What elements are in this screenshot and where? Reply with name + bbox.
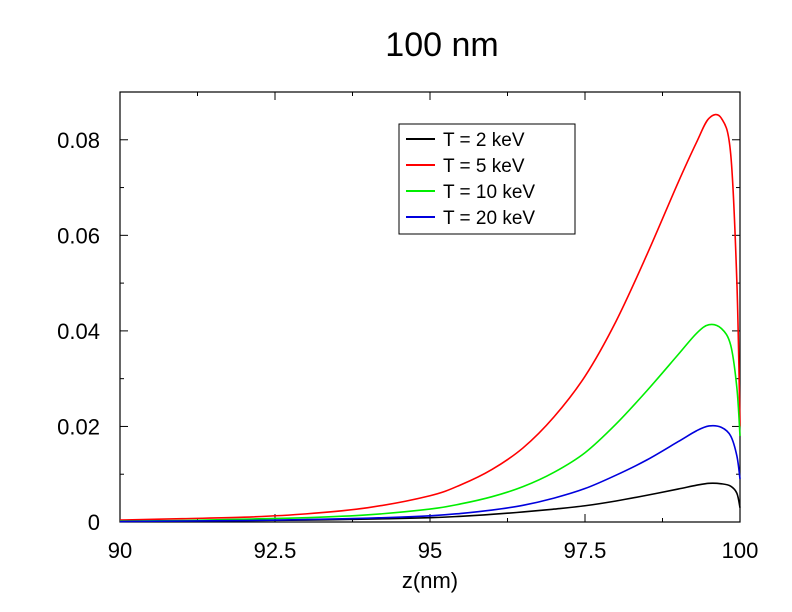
x-tick-label: 97.5 [564,538,607,563]
series-line-2 [119,113,741,521]
legend-label: T = 2 keV [443,130,525,151]
x-tick-label: 100 [722,538,759,563]
y-tick-label: 0.02 [57,414,100,439]
series-line-3 [119,323,741,522]
y-tick-label: 0.04 [57,319,100,344]
y-tick-label: 0.06 [57,223,100,248]
x-axis-label: z(nm) [402,568,458,593]
series-line-4 [119,424,741,523]
y-axis: 0 0.02 0.04 0.06 0.08 [57,128,740,535]
y-tick-label: 0 [88,510,100,535]
chart-title: 100 nm [385,26,498,64]
legend-label: T = 5 keV [443,156,525,177]
x-axis: 90 92.5 95 97.5 100 [108,92,759,563]
legend-label: T = 10 keV [443,182,535,203]
x-tick-label: 90 [108,538,132,563]
x-tick-label: 92.5 [254,538,297,563]
x-tick-label: 95 [418,538,442,563]
y-tick-label: 0.08 [57,128,100,153]
legend-box [398,123,576,235]
legend-label: T = 20 keV [443,208,535,229]
series-lines [119,113,741,523]
legend: T = 2 keV T = 5 keV T = 10 keV T = 20 keV [398,123,576,235]
